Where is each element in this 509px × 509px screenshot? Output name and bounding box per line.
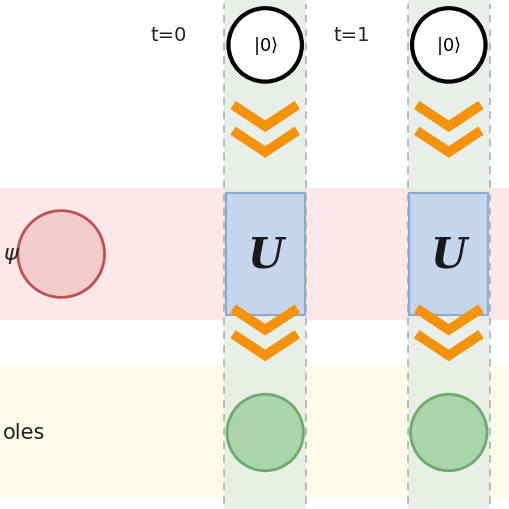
Text: oles: oles [3, 422, 45, 443]
Circle shape [228, 9, 301, 82]
Text: U: U [246, 234, 283, 275]
FancyBboxPatch shape [409, 193, 488, 316]
Circle shape [18, 211, 104, 298]
Text: t=0: t=0 [150, 26, 186, 45]
Text: t=1: t=1 [333, 26, 370, 45]
Text: $\psi$: $\psi$ [3, 243, 19, 266]
Bar [0, 366, 509, 499]
Bar [224, 0, 305, 509]
Bar [407, 0, 489, 509]
Bar [0, 188, 509, 321]
Text: $|0\rangle$: $|0\rangle$ [436, 35, 460, 57]
Text: $|0\rangle$: $|0\rangle$ [252, 35, 277, 57]
Text: U: U [430, 234, 466, 275]
Circle shape [411, 9, 485, 82]
Circle shape [410, 394, 486, 471]
FancyBboxPatch shape [225, 193, 304, 316]
Circle shape [227, 394, 303, 471]
